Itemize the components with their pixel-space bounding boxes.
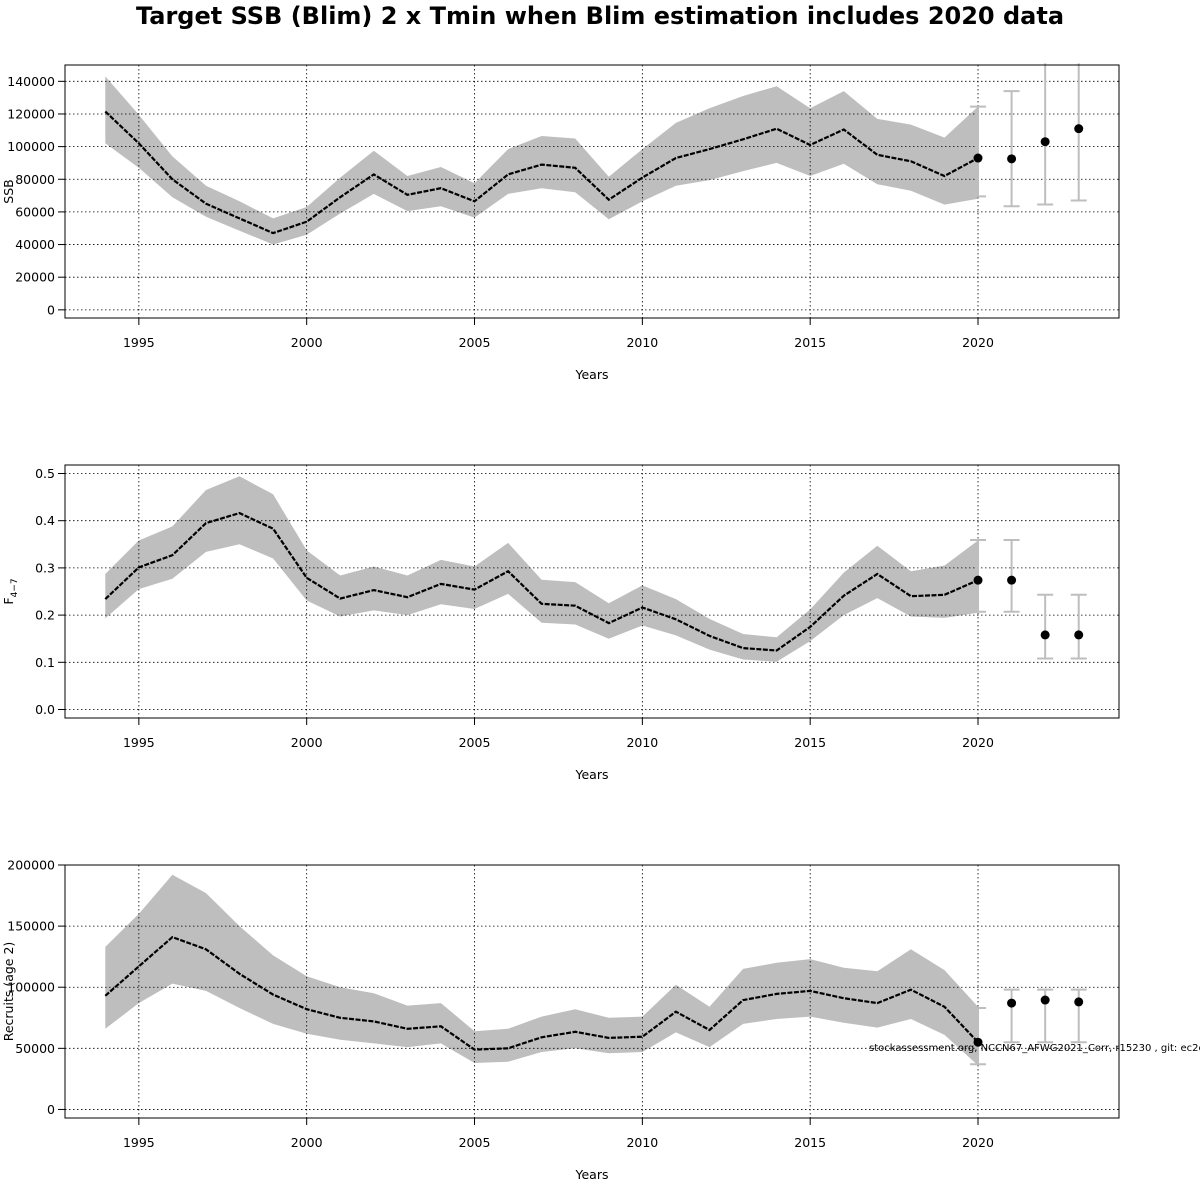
x-tick-label: 2005 xyxy=(459,1135,491,1150)
confidence-band xyxy=(105,874,979,1066)
y-tick-label: 0 xyxy=(47,302,55,317)
forecast-errorbar xyxy=(1037,63,1054,206)
x-tick-label: 1995 xyxy=(123,335,155,350)
y-tick-label: 100000 xyxy=(7,980,55,995)
panel-3: 1995 2000 2005 2010 2015 2020 0 50000 100000 1500… xyxy=(1,858,1120,1182)
x-tick-label: 2005 xyxy=(459,735,491,750)
y-tick-label: 40000 xyxy=(15,237,55,252)
y-tick-label: 0.0 xyxy=(35,702,55,717)
x-axis-label: Years xyxy=(575,367,609,382)
y-tick-label: 200000 xyxy=(7,858,55,873)
x-tick-label: 1995 xyxy=(123,735,155,750)
x-tick-label: 2000 xyxy=(291,1135,323,1150)
forecast-errorbar xyxy=(970,1007,987,1066)
forecast-point xyxy=(973,1037,983,1047)
estimate-line xyxy=(104,110,979,235)
forecast-errorbar xyxy=(1003,90,1020,208)
x-tick-label: 2010 xyxy=(626,735,658,750)
y-axis-label: Recruits (age 2) xyxy=(1,942,16,1042)
x-tick-label: 2010 xyxy=(626,335,658,350)
y-tick-label: 120000 xyxy=(7,106,55,121)
y-tick-label: 80000 xyxy=(15,172,55,187)
x-tick-label: 2005 xyxy=(459,335,491,350)
x-axis-label: Years xyxy=(575,1167,609,1182)
x-tick-label: 2000 xyxy=(291,735,323,750)
x-tick-label: 2015 xyxy=(794,735,826,750)
y-axis-label: F4−7 xyxy=(1,578,20,604)
y-tick-label: 0.1 xyxy=(35,655,55,670)
forecast-errorbar xyxy=(1003,988,1020,1044)
y-tick-label: 100000 xyxy=(7,139,55,154)
panel-1: 1995 2000 2005 2010 2015 2020 0 20000 40000 60000… xyxy=(1,63,1120,382)
y-tick-label: 140000 xyxy=(7,74,55,89)
y-axis-label: SSB xyxy=(1,179,16,203)
plot-frame xyxy=(64,864,1120,1119)
y-tick-label: 0.5 xyxy=(35,466,55,481)
x-tick-label: 2015 xyxy=(794,1135,826,1150)
forecast-point xyxy=(1074,997,1084,1007)
x-tick-label: 2000 xyxy=(291,335,323,350)
x-axis-label: Years xyxy=(575,767,609,782)
estimate-line xyxy=(104,511,979,652)
forecast-point xyxy=(1007,998,1017,1008)
footnote: stockassessment.org, NCCN67_AFWG2021_Cor… xyxy=(869,1043,1200,1054)
y-tick-label: 150000 xyxy=(7,919,55,934)
forecast-point xyxy=(1007,575,1017,585)
forecast-point xyxy=(1040,630,1050,640)
plot-frame xyxy=(64,64,1120,319)
y-tick-label: 20000 xyxy=(15,270,55,285)
y-tick-label: 50000 xyxy=(15,1041,55,1056)
forecast-errorbar xyxy=(1037,593,1054,660)
forecast-point xyxy=(1074,124,1084,134)
x-tick-label: 2010 xyxy=(626,1135,658,1150)
forecast-point xyxy=(973,575,983,585)
y-tick-label: 0 xyxy=(47,1102,55,1117)
forecast-point xyxy=(1007,154,1017,164)
y-tick-label: 0.2 xyxy=(35,608,55,623)
x-tick-label: 2020 xyxy=(962,335,994,350)
estimate-line xyxy=(104,935,979,1051)
confidence-band xyxy=(105,476,979,662)
forecast-errorbar xyxy=(970,105,987,198)
figure-title: Target SSB (Blim) 2 x Tmin when Blim est… xyxy=(136,2,1064,30)
forecast-point xyxy=(1040,995,1050,1005)
plot-frame xyxy=(64,464,1120,719)
y-tick-label: 60000 xyxy=(15,204,55,219)
x-tick-label: 1995 xyxy=(123,1135,155,1150)
forecast-point xyxy=(1074,630,1084,640)
forecast-point xyxy=(1040,137,1050,147)
y-tick-label: 0.4 xyxy=(35,513,55,528)
forecast-point xyxy=(973,153,983,163)
x-tick-label: 2020 xyxy=(962,1135,994,1150)
x-tick-label: 2020 xyxy=(962,735,994,750)
confidence-band xyxy=(105,76,979,245)
forecast-errorbar xyxy=(1070,593,1087,660)
panel-2: 1995 2000 2005 2010 2015 2020 0.0 0.1 0.2 0.3 0.4 0… xyxy=(1,464,1120,782)
x-tick-label: 2015 xyxy=(794,335,826,350)
y-tick-label: 0.3 xyxy=(35,560,55,575)
